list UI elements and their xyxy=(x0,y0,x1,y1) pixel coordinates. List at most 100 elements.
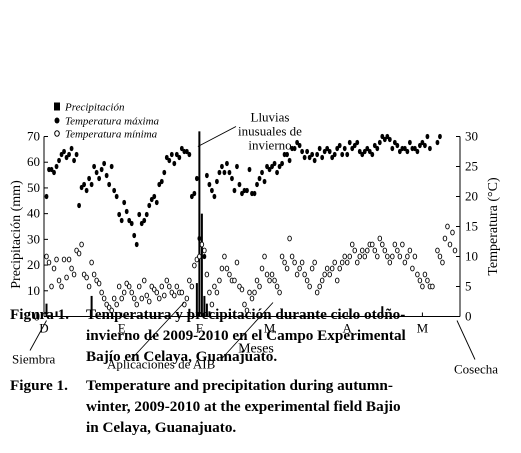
max-temperature-point xyxy=(119,217,124,224)
min-temperature-point xyxy=(415,271,420,278)
precipitation-bar xyxy=(208,311,211,317)
min-temperature-point xyxy=(282,259,287,266)
max-temperature-point xyxy=(340,151,345,158)
legend: Precipitación Temperatura máximaTemperatu… xyxy=(54,102,160,141)
caption-spanish: Figura 1. Temperatura y precipitación dur… xyxy=(10,304,516,367)
max-temperature-point xyxy=(187,151,192,158)
min-temperature-point xyxy=(244,307,250,314)
min-temperature-point xyxy=(400,241,405,248)
min-temperature-point xyxy=(187,277,192,284)
max-temperature-point xyxy=(49,166,54,173)
max-temperature-point xyxy=(287,157,292,164)
max-temperature-point xyxy=(428,145,432,152)
min-temperature-point xyxy=(365,247,370,254)
max-temperature-point xyxy=(179,145,184,152)
max-temperature-point xyxy=(72,157,76,164)
y-right-tick-label: 25 xyxy=(465,159,478,174)
max-temperature-point xyxy=(425,133,430,140)
max-temperature-point xyxy=(215,178,219,185)
min-temperature-point xyxy=(121,289,127,296)
y-left-tick-label: 10 xyxy=(27,283,40,298)
min-temperature-point xyxy=(267,277,272,284)
x-tick-label: D xyxy=(39,321,48,336)
y-axis-right-label: Temperatura (°C) xyxy=(486,177,501,276)
max-temperature-point xyxy=(270,163,274,170)
min-temperature-point xyxy=(217,277,222,284)
min-temperature-point xyxy=(96,280,102,287)
max-temperature-point xyxy=(355,139,360,146)
y-right-tick-label: 20 xyxy=(465,189,478,204)
caption-english-line-2: winter, 2009-2010 at the experimental fi… xyxy=(86,398,401,415)
min-temperature-point xyxy=(79,241,84,248)
annotation-aib-pointer-1 xyxy=(130,302,185,360)
max-temperature-point xyxy=(162,169,167,176)
max-temperature-point xyxy=(272,160,277,167)
max-temperature-point xyxy=(132,232,137,239)
max-temperature-point xyxy=(310,151,315,158)
min-temperature-point xyxy=(440,259,445,266)
annotation-cosecha: Cosecha xyxy=(454,362,498,377)
max-temperature-point xyxy=(335,145,340,152)
y-right-tick-label: 30 xyxy=(465,129,478,144)
max-temperature-point xyxy=(415,148,420,155)
min-temperature-point xyxy=(355,259,360,266)
annotation-cosecha-pointer xyxy=(456,320,476,360)
min-temperature-point xyxy=(287,235,292,242)
min-temperature-point xyxy=(284,265,290,272)
max-temperature-point xyxy=(144,211,149,218)
min-temperature-point xyxy=(337,265,342,272)
min-temperature-point xyxy=(174,283,180,290)
min-temperature-point xyxy=(317,283,322,290)
max-temperature-point xyxy=(330,154,335,161)
min-temperature-point xyxy=(86,283,92,290)
min-temperature-point xyxy=(49,283,54,290)
min-temperature-point xyxy=(257,283,262,290)
min-temperature-point xyxy=(417,277,423,284)
max-temperature-point xyxy=(297,142,302,149)
max-temperature-point xyxy=(139,220,144,227)
max-temperature-point xyxy=(122,199,127,206)
min-temperature-point xyxy=(307,283,312,290)
min-temperature-point xyxy=(395,247,400,254)
min-temperature-point xyxy=(420,283,425,290)
min-temperature-point xyxy=(61,256,67,263)
max-temperature-point xyxy=(260,169,264,176)
min-temperature-point xyxy=(272,277,277,284)
max-temperature-point xyxy=(377,139,382,146)
min-temperature-point xyxy=(299,259,305,266)
max-temperature-point xyxy=(79,184,84,191)
x-tick-label: M xyxy=(417,321,429,336)
min-temperature-point xyxy=(252,289,257,296)
max-temperature-point xyxy=(372,142,377,149)
max-temperature-point xyxy=(357,148,362,155)
min-temperature-point xyxy=(197,253,202,260)
max-temperature-point xyxy=(232,187,237,194)
min-temperature-point xyxy=(430,283,435,290)
min-temperature-point xyxy=(46,259,52,266)
min-temperature-point xyxy=(329,265,335,272)
legend-bar-swatch xyxy=(54,102,60,111)
y-axis-right: 0 5 10 15 20 25 30 xyxy=(456,129,478,324)
min-temperature-point xyxy=(385,253,390,260)
y-right-tick-label: 15 xyxy=(465,219,478,234)
max-temperature-point xyxy=(142,217,147,224)
max-temperature-point xyxy=(322,148,327,155)
precipitation-bar xyxy=(381,306,384,317)
min-temperature-point xyxy=(442,235,448,242)
min-temperature-point xyxy=(207,289,212,296)
min-temperature-point xyxy=(334,277,340,284)
min-temperature-point xyxy=(54,256,59,263)
min-temperature-point xyxy=(99,289,104,296)
max-temperature-point xyxy=(184,148,189,155)
min-temperature-point xyxy=(390,253,395,260)
min-temperature-point xyxy=(452,247,458,254)
max-temperature-point xyxy=(380,133,385,140)
max-temperature-point xyxy=(227,169,232,176)
min-temperature-point xyxy=(154,289,160,296)
min-temperature-point xyxy=(324,265,330,272)
max-temperature-point xyxy=(345,151,350,158)
min-temperature-point xyxy=(129,289,134,296)
max-temperature-point xyxy=(87,175,92,182)
min-temperature-point xyxy=(292,259,297,266)
